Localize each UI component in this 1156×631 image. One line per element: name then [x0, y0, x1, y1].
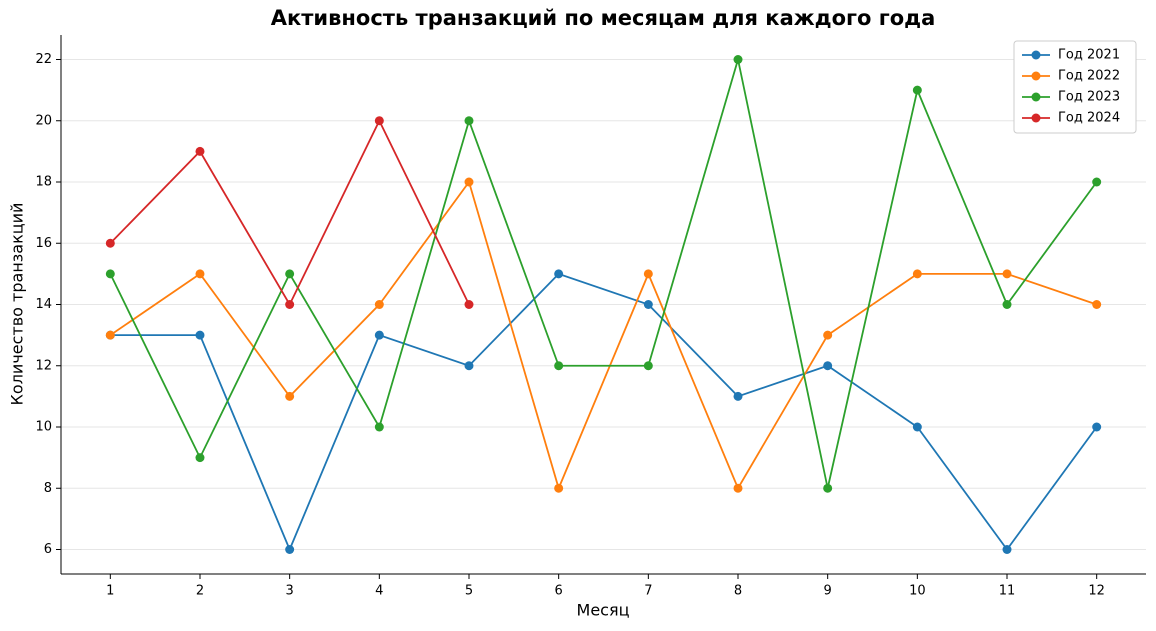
y-tick-label: 12: [35, 358, 52, 373]
legend-marker: [1031, 113, 1041, 123]
x-tick-label: 6: [555, 584, 563, 599]
data-point: [1092, 422, 1102, 432]
data-point: [823, 483, 833, 493]
series-line: [109, 59, 1098, 489]
x-axis-label: Месяц: [577, 601, 630, 620]
y-tick-label: 10: [35, 420, 52, 435]
data-point: [464, 300, 474, 309]
data-point: [912, 422, 922, 432]
data-point: [285, 545, 295, 554]
x-tick-label: 2: [196, 584, 204, 599]
legend-marker: [1031, 71, 1041, 81]
data-point: [1002, 300, 1012, 309]
data-point: [733, 483, 743, 493]
legend-label: Год 2022: [1058, 69, 1120, 84]
data-point: [733, 391, 743, 401]
legend-marker: [1031, 92, 1041, 102]
data-point: [554, 483, 564, 493]
data-point: [912, 269, 922, 279]
data-point: [374, 300, 384, 309]
data-point: [643, 269, 653, 279]
data-point: [374, 330, 384, 340]
data-point: [285, 269, 295, 279]
x-tick-label: 7: [644, 584, 652, 599]
y-tick-label: 20: [35, 113, 52, 128]
x-tick-label: 10: [909, 584, 926, 599]
data-point: [643, 361, 653, 371]
data-point: [1002, 545, 1012, 554]
x-tick-label: 5: [465, 584, 473, 599]
data-point: [464, 177, 474, 187]
data-point: [285, 391, 295, 401]
data-point: [105, 238, 115, 248]
data-point: [105, 269, 115, 279]
series-line: [110, 272, 1098, 552]
y-tick-label: 16: [35, 236, 52, 251]
y-tick-label: 18: [35, 175, 52, 190]
legend-label: Год 2021: [1058, 48, 1120, 63]
data-point: [912, 85, 922, 95]
data-point: [554, 269, 564, 279]
data-point: [195, 330, 205, 340]
data-point: [464, 116, 474, 126]
legend-label: Год 2024: [1058, 111, 1120, 126]
y-tick-label: 22: [35, 52, 52, 67]
data-point: [285, 300, 295, 309]
x-tick-label: 9: [824, 584, 832, 599]
data-point: [1092, 177, 1102, 187]
x-tick-label: 1: [106, 584, 114, 599]
y-tick-label: 14: [35, 297, 52, 312]
data-point: [195, 269, 205, 279]
series-line: [109, 179, 1097, 491]
data-point: [374, 422, 384, 432]
x-tick-label: 12: [1088, 584, 1105, 599]
x-tick-label: 8: [734, 584, 742, 599]
legend: Год 2021 Год 2022 Год 2023 Год 2024: [1013, 40, 1137, 134]
y-tick-label: 8: [44, 481, 52, 496]
data-point: [823, 330, 833, 340]
data-point: [195, 146, 205, 156]
data-point: [464, 361, 474, 371]
data-point: [643, 300, 653, 309]
y-tick-label: 6: [44, 542, 52, 557]
data-point: [374, 116, 384, 126]
data-point: [1092, 300, 1102, 309]
data-point: [733, 55, 743, 64]
y-axis-label: Количество транзакций: [8, 203, 27, 406]
chart-title: Активность транзакций по месяцам для каж…: [271, 6, 936, 30]
data-point: [1002, 269, 1012, 279]
x-tick-label: 3: [286, 584, 294, 599]
x-tick-label: 4: [375, 584, 383, 599]
legend-label: Год 2023: [1058, 90, 1120, 105]
data-point: [823, 361, 833, 371]
legend-box: [1013, 40, 1137, 134]
data-point: [195, 453, 205, 463]
legend-marker: [1031, 50, 1041, 60]
data-point: [105, 330, 115, 340]
x-tick-label: 11: [999, 584, 1016, 599]
data-point: [554, 361, 564, 371]
